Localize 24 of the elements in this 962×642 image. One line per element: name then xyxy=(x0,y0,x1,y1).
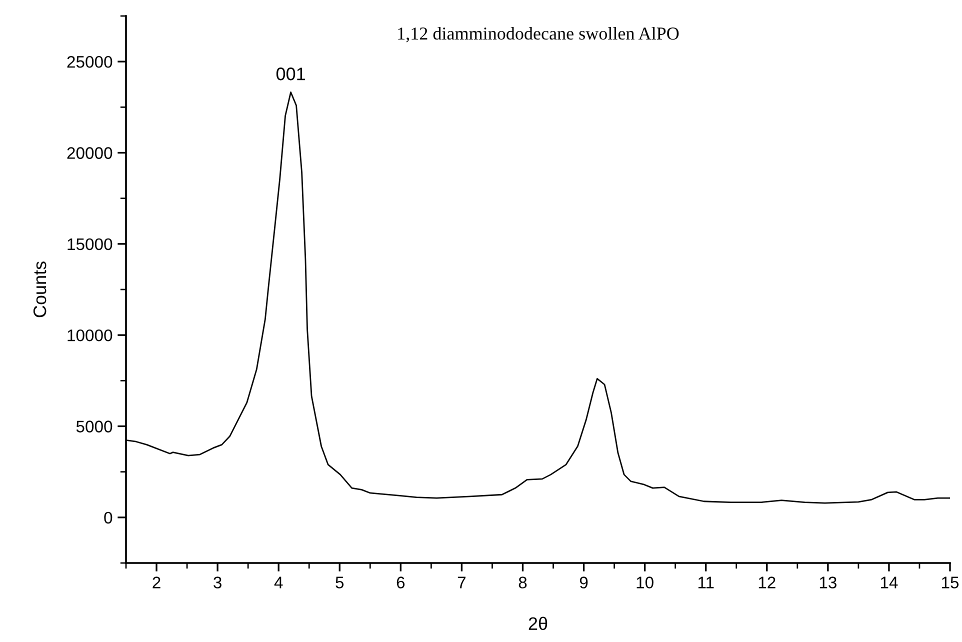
x-tick-label: 14 xyxy=(880,576,898,588)
x-tick-label: 8 xyxy=(518,576,527,588)
y-tick-label: 15000 xyxy=(68,238,112,250)
x-tick-label: 3 xyxy=(214,576,222,588)
x-tick-label: 13 xyxy=(820,576,836,588)
x-tick-label: 4 xyxy=(274,576,283,588)
x-axis-title: 2θ xyxy=(528,616,548,630)
x-tick-label: 10 xyxy=(636,576,654,588)
y-tick-label: 0 xyxy=(104,512,112,524)
x-tick-label: 12 xyxy=(758,576,776,588)
y-tick-label: 20000 xyxy=(67,147,112,159)
y-tick-label: 25000 xyxy=(67,56,112,68)
text: 1,12 diamminododecane swollen AlPO xyxy=(398,26,679,42)
x-tick-label: 15 xyxy=(942,576,959,588)
y-axis-title: Counts xyxy=(33,262,46,318)
y-tick-label: 10000 xyxy=(68,329,112,342)
x-tick-label: 5 xyxy=(336,576,344,588)
y-tick-label: 5000 xyxy=(76,420,112,432)
x-tick-label: 2 xyxy=(152,576,160,588)
x-tick-label: 11 xyxy=(698,576,714,588)
x-tick-label: 7 xyxy=(458,576,466,588)
x-tick-label: 9 xyxy=(580,576,588,588)
x-tick-label: 6 xyxy=(396,576,405,588)
annotation: 001 xyxy=(276,68,305,80)
